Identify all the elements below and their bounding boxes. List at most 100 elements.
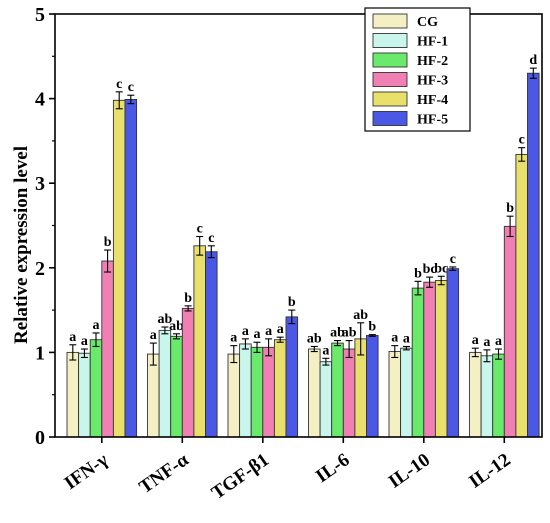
bar [89, 339, 103, 438]
bar [112, 99, 126, 438]
x-tick-label: IL-6 [312, 449, 353, 487]
significance-label: d [529, 53, 537, 68]
legend-label: HF-4 [417, 93, 448, 108]
bar [273, 339, 287, 438]
significance-label: a [391, 331, 398, 346]
y-tick-label: 4 [35, 89, 45, 111]
legend-item: HF-3 [372, 72, 448, 89]
significance-label: a [150, 328, 157, 343]
bar [480, 355, 494, 438]
legend-swatch [372, 52, 408, 68]
bar [515, 153, 528, 438]
y-axis-label: Relative expression level [11, 146, 32, 344]
legend-item: HF-4 [372, 91, 448, 108]
y-tick-label: 3 [35, 173, 45, 195]
bar [423, 281, 436, 438]
bar [239, 343, 252, 438]
x-axis-category-labels: IFN-γ TNF-α TGF-β1 IL-6 IL-10 IL-12 [61, 437, 515, 504]
significance-label: a [230, 331, 237, 346]
significance-label: a [93, 318, 100, 333]
bar [250, 346, 264, 438]
legend-swatch [372, 91, 408, 107]
significance-label: ab [342, 326, 357, 341]
bar [285, 316, 299, 438]
bar [319, 361, 333, 438]
significance-label: b [414, 266, 422, 281]
significance-label: a [242, 324, 249, 339]
legend-swatch [372, 111, 408, 126]
significance-label: c [197, 221, 203, 236]
x-tick-label: IL-12 [465, 449, 514, 492]
legend-item: CG [372, 13, 438, 30]
y-tick-label: 1 [35, 342, 45, 364]
bar-group: a a a a ab [227, 295, 299, 438]
significance-label: ab [158, 312, 173, 327]
y-tick-label: 5 [35, 4, 45, 26]
significance-label: a [483, 335, 490, 350]
significance-label: b [104, 235, 112, 250]
bar [331, 342, 344, 438]
bar [366, 335, 379, 438]
bar [434, 280, 448, 438]
legend-swatch [372, 33, 408, 48]
significance-label: b [368, 320, 376, 335]
legend-item: HF-2 [372, 52, 448, 69]
bar [503, 225, 517, 438]
legend-label: HF-2 [417, 54, 448, 69]
significance-label: a [81, 334, 88, 349]
legend-swatch [372, 72, 408, 87]
bar [170, 335, 183, 438]
bar [400, 347, 413, 438]
significance-label: ab [307, 331, 322, 346]
significance-label: ab [330, 326, 345, 341]
x-tick-label: TGF-β1 [208, 449, 273, 503]
legend: CG HF-1 HF-2 HF-3 HF-4 HF-5 [364, 7, 471, 132]
legend-item: HF-1 [372, 33, 448, 50]
y-tick-label: 0 [35, 427, 45, 449]
bar [388, 351, 402, 438]
bar [78, 352, 91, 438]
significance-label: a [495, 334, 502, 349]
legend-label: HF-3 [417, 74, 448, 89]
legend-swatch [372, 13, 408, 29]
bar [205, 251, 218, 438]
bar [124, 98, 138, 438]
significance-label: c [450, 252, 456, 267]
bar [181, 307, 195, 438]
bar [101, 260, 114, 438]
significance-label: b [506, 201, 514, 216]
bar [227, 353, 241, 438]
legend-item: HF-5 [372, 111, 448, 128]
significance-label: a [277, 322, 284, 337]
significance-label: bc [423, 262, 437, 277]
x-tick-label: TNF-α [135, 449, 192, 498]
bar [446, 268, 460, 438]
x-tick-label: IL-10 [385, 449, 434, 492]
bar [308, 348, 321, 438]
bar [66, 351, 80, 438]
significance-label: a [403, 331, 410, 346]
significance-label: ab [353, 308, 368, 323]
significance-label: a [265, 324, 272, 339]
bar [262, 346, 275, 438]
significance-label: a [254, 327, 261, 342]
significance-label: b [184, 291, 192, 306]
significance-label: c [208, 231, 214, 246]
significance-label: a [69, 330, 76, 345]
significance-label: c [116, 77, 122, 92]
bar [527, 72, 540, 438]
bar [193, 245, 206, 438]
significance-label: ab [169, 319, 184, 334]
x-tick-label: IFN-γ [61, 449, 112, 494]
significance-label: c [519, 133, 525, 148]
y-axis-ticks: 0 1 2 3 4 5 [35, 4, 55, 449]
significance-label: c [128, 80, 134, 95]
legend-box [364, 7, 471, 132]
bar [469, 351, 482, 438]
